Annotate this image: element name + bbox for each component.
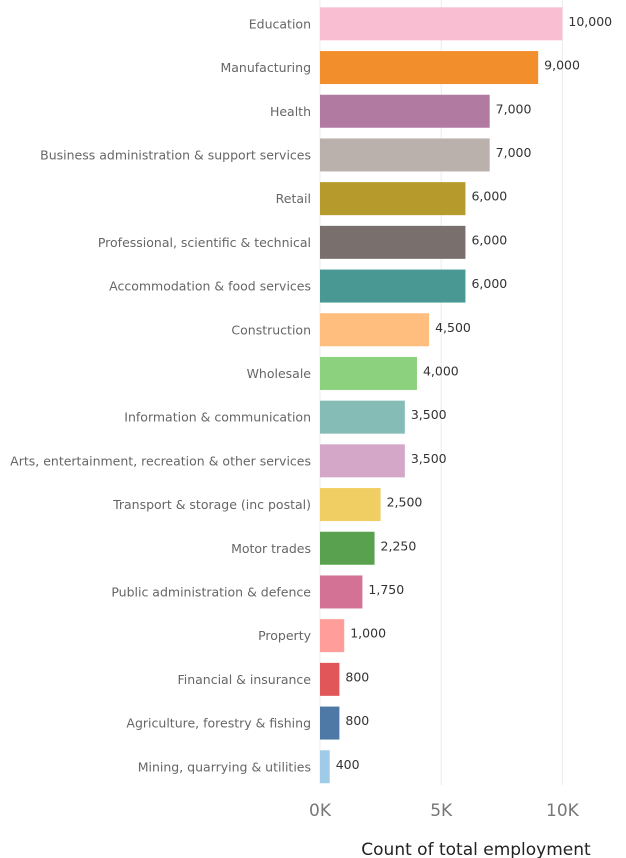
category-label: Retail	[276, 191, 311, 206]
value-label: 800	[345, 713, 369, 728]
category-label: Transport & storage (inc postal)	[112, 497, 311, 512]
category-label: Agriculture, forestry & fishing	[126, 716, 311, 731]
x-tick-label: 10K	[546, 801, 580, 821]
x-axis-ticks: 0K 5K 10K	[309, 801, 580, 821]
category-label: Information & communication	[124, 410, 311, 425]
category-label: Construction	[231, 322, 311, 337]
value-label: 6,000	[471, 189, 507, 204]
value-label: 10,000	[568, 14, 612, 29]
value-label: 2,250	[381, 538, 417, 553]
category-label: Business administration & support servic…	[40, 147, 311, 162]
value-label: 4,500	[435, 320, 471, 335]
category-label: Manufacturing	[220, 60, 311, 75]
value-label: 4,000	[423, 363, 459, 378]
category-labels: Education Manufacturing Health Business adm…	[10, 16, 311, 774]
bar	[320, 400, 405, 434]
category-label: Public administration & defence	[111, 584, 311, 599]
bar	[320, 706, 340, 740]
value-label: 1,750	[368, 582, 404, 597]
value-label: 6,000	[471, 232, 507, 247]
value-label: 3,500	[411, 451, 447, 466]
bar	[320, 51, 539, 85]
category-label: Education	[249, 16, 311, 31]
category-label: Accommodation & food services	[109, 279, 311, 294]
category-label: Property	[258, 628, 311, 643]
bar	[320, 662, 340, 696]
bar	[320, 138, 490, 172]
bar	[320, 531, 375, 565]
value-label: 6,000	[471, 276, 507, 291]
value-label: 1,000	[350, 626, 386, 641]
value-labels: 10,000 9,000 7,000 7,000 6,000 6,000 6,000 4,50…	[336, 14, 612, 772]
bar	[320, 7, 563, 41]
category-label: Wholesale	[247, 366, 312, 381]
bar	[320, 444, 405, 478]
category-label: Financial & insurance	[177, 672, 311, 687]
bar	[320, 182, 466, 216]
value-label: 7,000	[496, 145, 532, 160]
bar	[320, 94, 490, 128]
bar	[320, 356, 417, 390]
bar	[320, 619, 345, 653]
x-tick-label: 0K	[309, 801, 332, 821]
category-label: Professional, scientific & technical	[98, 235, 311, 250]
bar	[320, 750, 330, 784]
value-label: 7,000	[496, 101, 532, 116]
value-label: 400	[336, 757, 360, 772]
value-label: 3,500	[411, 407, 447, 422]
category-label: Mining, quarrying & utilities	[138, 759, 311, 774]
x-tick-label: 5K	[430, 801, 453, 821]
value-label: 9,000	[544, 58, 580, 73]
category-label: Health	[270, 104, 311, 119]
bar	[320, 313, 430, 347]
bars	[320, 7, 563, 784]
value-label: 800	[345, 669, 369, 684]
value-label: 2,500	[387, 495, 423, 510]
category-label: Motor trades	[231, 541, 311, 556]
bar	[320, 269, 466, 303]
x-axis-title: Count of total employment	[361, 840, 591, 858]
gridlines	[319, 0, 563, 785]
category-label: Arts, entertainment, recreation & other …	[10, 453, 311, 468]
bar	[320, 488, 381, 522]
bar	[320, 575, 363, 609]
bar	[320, 225, 466, 259]
